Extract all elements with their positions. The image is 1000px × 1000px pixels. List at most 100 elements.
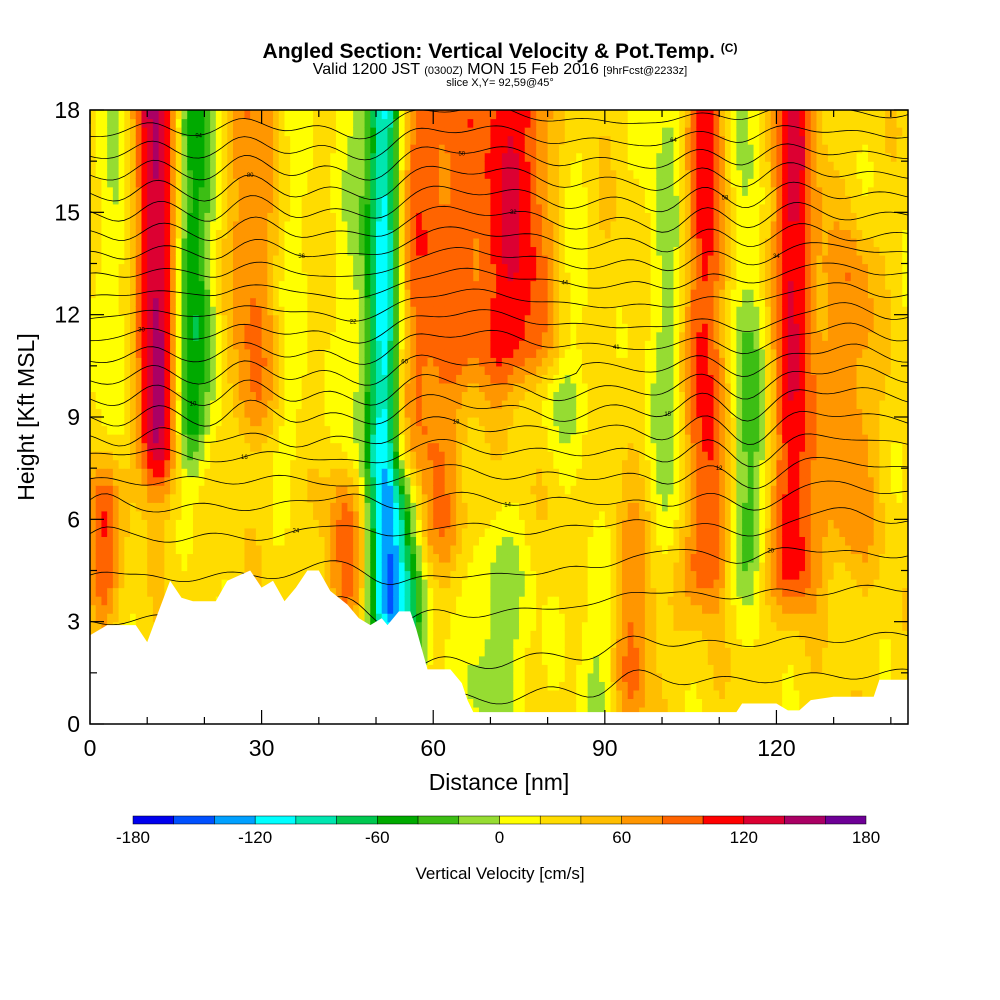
- field-cell: [135, 570, 143, 580]
- field-cell: [181, 195, 188, 205]
- field-cell: [107, 306, 114, 316]
- field-cell: [95, 340, 103, 350]
- field-cell: [341, 536, 349, 546]
- field-cell: [450, 544, 457, 555]
- field-cell: [221, 382, 228, 393]
- field-cell: [90, 502, 97, 512]
- field-cell: [250, 544, 257, 555]
- field-cell: [347, 587, 354, 597]
- field-cell: [324, 510, 331, 520]
- field-cell: [364, 493, 371, 503]
- field-cell: [381, 340, 389, 350]
- field-cell: [450, 408, 457, 418]
- field-cell: [473, 263, 480, 273]
- field-cell: [112, 169, 120, 179]
- field-cell: [147, 348, 154, 358]
- field-cell: [347, 434, 354, 444]
- field-cell: [261, 272, 268, 282]
- field-cell: [478, 561, 486, 572]
- field-cell: [427, 331, 434, 341]
- field-cell: [210, 425, 217, 435]
- field-cell: [124, 425, 131, 435]
- field-cell: [473, 246, 480, 256]
- field-cell: [370, 340, 377, 350]
- field-cell: [478, 289, 486, 299]
- field-cell: [484, 689, 492, 700]
- field-cell: [387, 493, 394, 503]
- field-cell: [473, 434, 480, 444]
- field-cell: [473, 272, 480, 282]
- field-cell: [433, 169, 440, 179]
- field-cell: [238, 254, 246, 265]
- field-cell: [393, 425, 400, 435]
- field-cell: [370, 280, 377, 290]
- field-cell: [324, 331, 331, 341]
- field-cell: [273, 331, 280, 341]
- field-cell: [433, 408, 440, 418]
- field-cell: [313, 246, 320, 256]
- field-cell: [478, 340, 486, 350]
- field-cell: [181, 570, 188, 580]
- field-cell: [284, 365, 291, 375]
- field-cell: [284, 502, 291, 512]
- field-cell: [198, 357, 206, 367]
- field-cell: [427, 596, 434, 606]
- field-cell: [221, 220, 228, 230]
- field-cell: [290, 229, 297, 239]
- field-cell: [278, 587, 286, 597]
- field-cell: [192, 127, 200, 137]
- field-cell: [353, 195, 360, 205]
- field-cell: [192, 365, 200, 375]
- field-cell: [313, 553, 320, 563]
- field-cell: [187, 510, 194, 520]
- field-cell: [215, 553, 223, 563]
- field-cell: [278, 195, 286, 205]
- field-cell: [147, 596, 154, 606]
- field-cell: [141, 127, 148, 137]
- field-cell: [158, 459, 165, 469]
- field-cell: [101, 237, 108, 248]
- field-cell: [467, 510, 474, 520]
- field-cell: [364, 323, 371, 333]
- field-cell: [215, 459, 223, 469]
- field-cell: [261, 169, 268, 179]
- field-cell: [221, 417, 228, 427]
- field-cell: [238, 408, 246, 418]
- field-cell: [192, 493, 200, 503]
- field-cell: [164, 263, 171, 273]
- field-cell: [358, 570, 366, 580]
- field-cell: [398, 485, 406, 495]
- field-cell: [204, 536, 211, 546]
- field-cell: [324, 186, 331, 196]
- field-cell: [393, 144, 400, 154]
- field-cell: [358, 348, 366, 358]
- field-cell: [335, 195, 343, 205]
- field-cell: [238, 237, 246, 248]
- field-cell: [393, 135, 400, 145]
- field-cell: [370, 152, 377, 162]
- field-cell: [278, 485, 286, 495]
- field-cell: [90, 417, 97, 427]
- field-cell: [175, 254, 183, 265]
- field-cell: [301, 118, 308, 128]
- field-cell: [438, 391, 446, 401]
- field-cell: [295, 135, 303, 145]
- field-cell: [410, 485, 417, 495]
- field-cell: [484, 596, 492, 606]
- field-cell: [210, 579, 217, 589]
- field-cell: [233, 417, 240, 427]
- field-cell: [233, 280, 240, 290]
- field-cell: [227, 510, 234, 520]
- field-cell: [233, 399, 240, 410]
- field-cell: [147, 476, 154, 486]
- field-cell: [450, 604, 457, 614]
- field-cell: [456, 280, 463, 290]
- field-cell: [450, 331, 457, 341]
- field-cell: [238, 220, 246, 230]
- field-cell: [164, 579, 171, 589]
- field-cell: [170, 118, 177, 128]
- field-cell: [215, 127, 223, 137]
- field-cell: [198, 544, 206, 555]
- field-cell: [95, 493, 103, 503]
- field-cell: [461, 459, 469, 469]
